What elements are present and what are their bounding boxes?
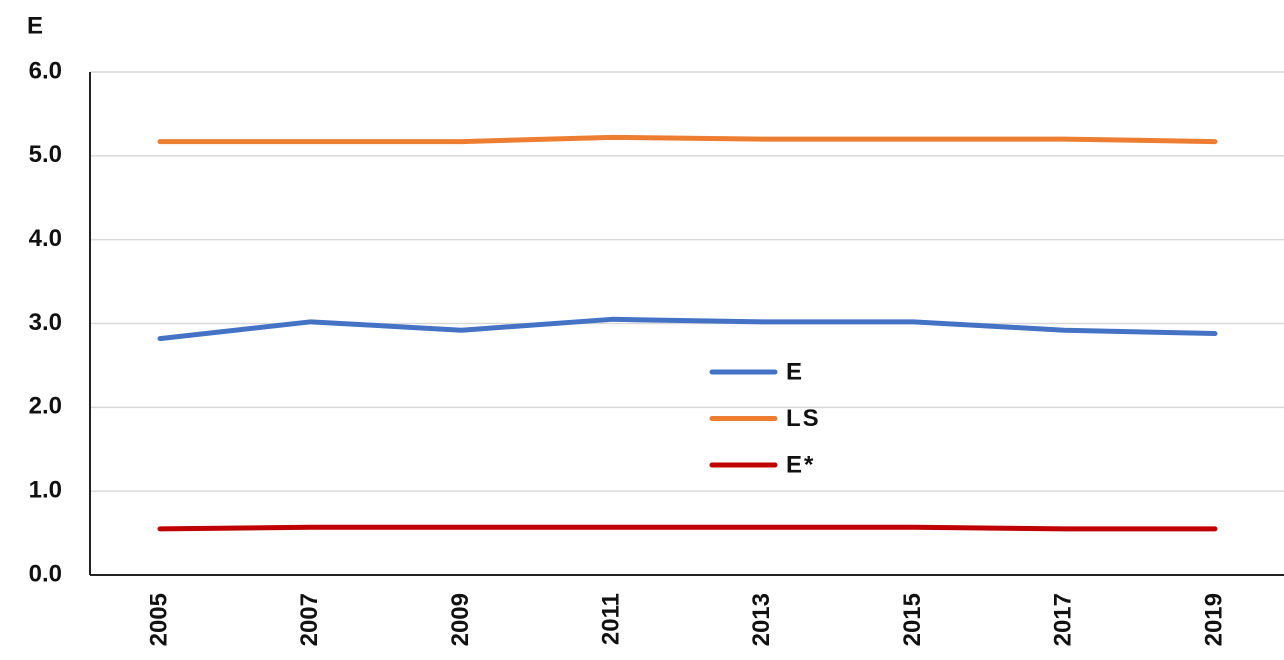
x-tick-label: 2009 — [447, 593, 474, 646]
legend-label: E* — [786, 451, 815, 478]
x-tick-label: 2007 — [296, 593, 323, 646]
y-tick-label: 6.0 — [29, 57, 62, 84]
legend-label: E — [786, 358, 804, 385]
y-tick-label: 5.0 — [29, 141, 62, 168]
y-tick-label: 0.0 — [29, 560, 62, 587]
x-tick-label: 2013 — [748, 593, 775, 646]
y-tick-label: 3.0 — [29, 309, 62, 336]
x-tick-label: 2011 — [597, 593, 624, 645]
x-tick-label: 2015 — [899, 593, 926, 646]
x-tick-label: 2017 — [1050, 593, 1077, 646]
legend-label: LS — [786, 405, 821, 432]
x-tick-label: 2005 — [145, 593, 172, 646]
line-series — [157, 316, 1218, 342]
y-axis-label: E — [27, 12, 43, 39]
line-series — [157, 524, 1218, 532]
y-tick-label: 4.0 — [29, 225, 62, 252]
y-tick-label: 2.0 — [29, 393, 62, 420]
y-tick-label: 1.0 — [29, 477, 62, 504]
x-tick-label: 2019 — [1200, 593, 1227, 646]
line-series — [157, 134, 1218, 145]
